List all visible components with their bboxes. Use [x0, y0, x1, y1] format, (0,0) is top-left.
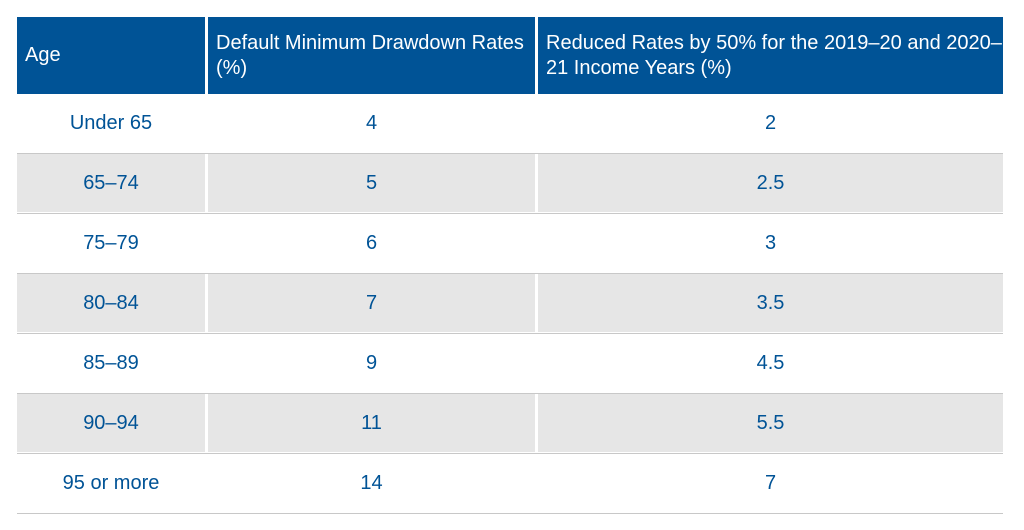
cell-reduced-rate: 2: [764, 111, 777, 134]
table-row: 90–94 11 5.5: [17, 394, 1003, 454]
cell-age: 85–89: [17, 334, 208, 392]
cell-reduced-rate: 5.5: [538, 394, 1003, 452]
table-row: 65–74 5 2.5: [17, 154, 1003, 214]
cell-default-rate: 11: [208, 394, 538, 452]
row-divider: [17, 513, 1003, 514]
cell-default-rate: 4: [208, 94, 538, 152]
cell-age: Under 65: [17, 94, 208, 152]
table-row: 80–84 7 3.5: [17, 274, 1003, 334]
table-row: 95 or more 14 7: [17, 454, 1003, 514]
row-divider: [17, 213, 1003, 214]
cell-default-rate: 5: [208, 154, 538, 212]
cell-age: 80–84: [17, 274, 208, 332]
header-reduced-rates: Reduced Rates by 50% for the 2019–20 and…: [538, 17, 1003, 94]
cell-age: 90–94: [17, 394, 208, 452]
table-row: Under 65 4 2: [17, 94, 1003, 154]
table-row: 75–79 6 3: [17, 214, 1003, 274]
table-header: Age Default Minimum Drawdown Rates (%) R…: [17, 17, 1003, 94]
cell-reduced-rate: 7: [764, 471, 777, 494]
cell-reduced-rate: 3.5: [538, 274, 1003, 332]
row-divider: [17, 333, 1003, 334]
drawdown-rates-table: Age Default Minimum Drawdown Rates (%) R…: [17, 17, 1003, 514]
cell-age: 95 or more: [17, 454, 208, 512]
cell-default-rate: 9: [208, 334, 538, 392]
cell-default-rate: 7: [208, 274, 538, 332]
cell-age: 65–74: [17, 154, 208, 212]
cell-default-rate: 14: [208, 454, 538, 512]
row-divider: [17, 153, 1003, 154]
cell-reduced-rate: 2.5: [538, 154, 1003, 212]
cell-age: 75–79: [17, 214, 208, 272]
cell-reduced-rate: 3: [764, 231, 777, 254]
row-divider: [17, 393, 1003, 394]
header-default-rates: Default Minimum Drawdown Rates (%): [208, 17, 538, 94]
header-age: Age: [17, 17, 208, 94]
table-row: 85–89 9 4.5: [17, 334, 1003, 394]
row-divider: [17, 453, 1003, 454]
cell-default-rate: 6: [208, 214, 538, 272]
row-divider: [17, 273, 1003, 274]
cell-reduced-rate: 4.5: [756, 351, 785, 374]
